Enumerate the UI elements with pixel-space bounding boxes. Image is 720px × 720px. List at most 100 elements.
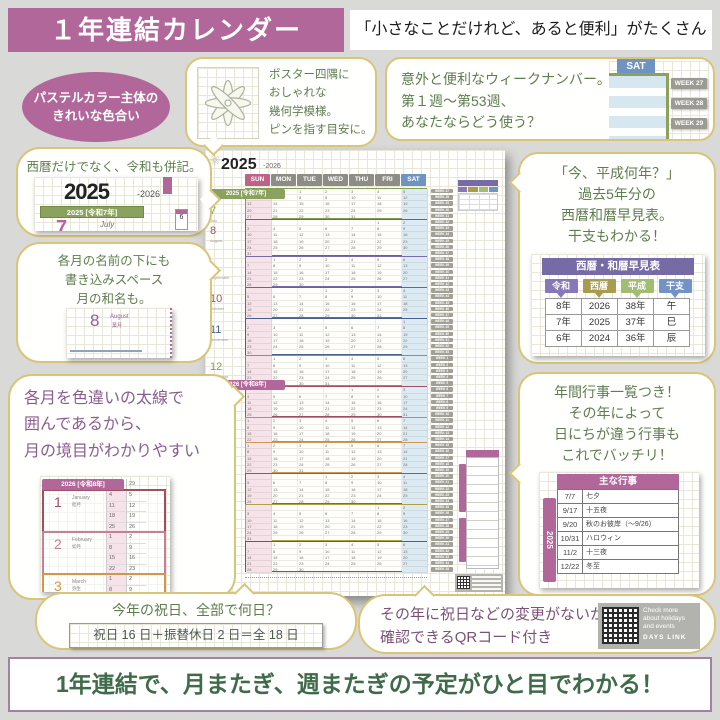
- date-cell: 18: [298, 337, 324, 344]
- date-cell: 13: [324, 517, 350, 524]
- week-number-badge: WEEK 18: [431, 461, 453, 467]
- date-cell: 11: [350, 362, 376, 369]
- date-cell: 23: [350, 306, 376, 313]
- date-cell: 11: [376, 195, 402, 202]
- date-cell: 22: [376, 238, 402, 245]
- weekday-tab: SUN: [245, 174, 270, 186]
- page-subtitle: 「小さなことだけれど、あると便利」がたくさん: [350, 10, 712, 50]
- week-number-badge: WEEK 40: [431, 269, 453, 275]
- month-name-space-text: 各月の名前の下にも 書き込みスペース 月の和名も。: [57, 254, 171, 306]
- era-column-label: 令和: [544, 279, 578, 293]
- date-cell: 15: [246, 455, 272, 462]
- date-cell: 28: [350, 244, 376, 251]
- date-cell: 1: [246, 443, 272, 450]
- date-cell: 14: [298, 486, 324, 493]
- holiday-count-callout: 今年の祝日、全部で何日？ 祝日 16 日＋振替休日 2 日＝全 18 日: [35, 582, 357, 650]
- poster-year: 2025: [221, 156, 257, 173]
- date-cell: 18: [376, 201, 402, 208]
- sample-week-rows: [609, 73, 669, 139]
- date-cell: 18: [350, 269, 376, 276]
- date-cell: 4: [272, 226, 298, 233]
- date-cell: 20: [402, 554, 428, 561]
- qr-code-callout: その年に祝日などの変更がないか 確認できるQRコード付き Check more …: [358, 584, 716, 654]
- date-cell: 12: [246, 486, 272, 493]
- era-notation-callout: 西暦だけでなく、令和も併記。 2025 -2026 2025 [令和7年] 7 …: [16, 147, 222, 237]
- mini-month-section: 2 February 如月 1 2 8 9 15 16 22 23: [42, 531, 166, 575]
- date-cell: 13: [272, 300, 298, 307]
- era-table-cell: 8年: [545, 298, 582, 315]
- date-cell: 6: [298, 393, 324, 400]
- date-cell: 25: [402, 306, 428, 313]
- week-badge: WEEK 29: [671, 118, 707, 129]
- era-column-header: 令和: [544, 279, 578, 298]
- date-cell: 25: [272, 244, 298, 251]
- week-number-badge: WEEK 23: [431, 492, 453, 498]
- date-cell: 8: [376, 511, 402, 518]
- date-cell: 16: [350, 300, 376, 307]
- era-table-row: 7年 2025 37年巳: [531, 314, 705, 331]
- week-number-badge: WEEK 4: [431, 374, 453, 380]
- date-cell: [402, 567, 428, 574]
- date-cell: 13: [402, 548, 428, 555]
- date-cell: 13: [298, 399, 324, 406]
- date-cell: 7: [402, 418, 428, 425]
- date-cell: 18: [272, 523, 298, 530]
- date-cell: 15: [402, 331, 428, 338]
- poster-month-grid: 1234567891011121314151617181920212223242…: [205, 150, 505, 596]
- date-cell: 9: [350, 480, 376, 487]
- date-cell: 23: [298, 374, 324, 382]
- mini-date-cell: 12: [126, 501, 146, 512]
- date-cell: 24: [324, 275, 350, 282]
- week-number-badge: WEEK 33: [431, 226, 453, 231]
- date-cell: 26: [402, 207, 428, 214]
- date-cell: 13: [272, 486, 298, 493]
- month-name-space-callout: 各月の名前の下にも 書き込みスペース 月の和名も。 8 August 葉月: [16, 242, 222, 363]
- date-cell: 30: [402, 244, 428, 251]
- week-number-badge: WEEK 31: [431, 213, 453, 219]
- week-number-badge: WEEK 22: [431, 486, 453, 492]
- sample-month-name: July: [100, 220, 115, 229]
- week-number-badge: WEEK 47: [431, 312, 453, 318]
- date-cell: 30: [298, 567, 324, 574]
- year-sample-card: 2025 -2026 2025 [令和7年] 7 July 6: [34, 177, 198, 231]
- date-cell: 9: [402, 226, 428, 233]
- era-table-rows: 8年 2026 38年午 7年 2025 37年巳 6年 2024 36年辰: [531, 298, 705, 347]
- date-cell: 11: [272, 232, 298, 239]
- weekday-tab: WED: [323, 174, 348, 186]
- date-cell: 9: [402, 511, 428, 518]
- date-cell: 19: [350, 430, 376, 437]
- date-cell: 15: [376, 517, 402, 524]
- sample-year: 2025: [64, 179, 110, 204]
- date-cell: 18: [402, 486, 428, 493]
- era-table-cell: 2025: [581, 314, 618, 331]
- date-cell: 19: [376, 368, 402, 375]
- events-table-rows: 7/7 七夕 9/17 十五夜 9/20 秋のお彼岸（〜9/26） 10/31 ハロウィン 11…: [557, 489, 679, 574]
- date-cell: 23: [298, 560, 324, 568]
- date-cell: 26: [376, 560, 402, 568]
- mini-date-cell: 8: [106, 585, 126, 592]
- date-cell: 1: [402, 319, 428, 326]
- date-cell: 17: [272, 337, 298, 344]
- date-cell: 14: [246, 368, 272, 375]
- date-cell: [246, 319, 272, 326]
- week-number-badge: WEEK 29: [431, 201, 453, 206]
- date-cell: 11: [298, 331, 324, 338]
- date-cell: 13: [402, 362, 428, 369]
- date-cell: 4: [402, 288, 428, 295]
- date-cell: 9: [272, 424, 298, 431]
- date-cell: 17: [376, 300, 402, 307]
- date-cell: [298, 387, 324, 394]
- events-table-card: 主な行事 2025 7/7 七夕 9/17 十五夜 9/20 秋のお彼岸（〜9/26） 10…: [539, 472, 699, 588]
- event-date: 11/2: [557, 545, 583, 560]
- date-cell: 8: [272, 362, 298, 369]
- date-cell: 6: [402, 356, 428, 363]
- date-cell: 26: [324, 343, 350, 351]
- mini-date-cell: 16: [126, 554, 146, 565]
- mini-date-cell: 2: [126, 575, 146, 586]
- week-number-badge: WEEK 29: [431, 529, 453, 535]
- era-table-title: 西暦・和暦早見表: [542, 258, 694, 275]
- date-cell: 12: [402, 195, 428, 202]
